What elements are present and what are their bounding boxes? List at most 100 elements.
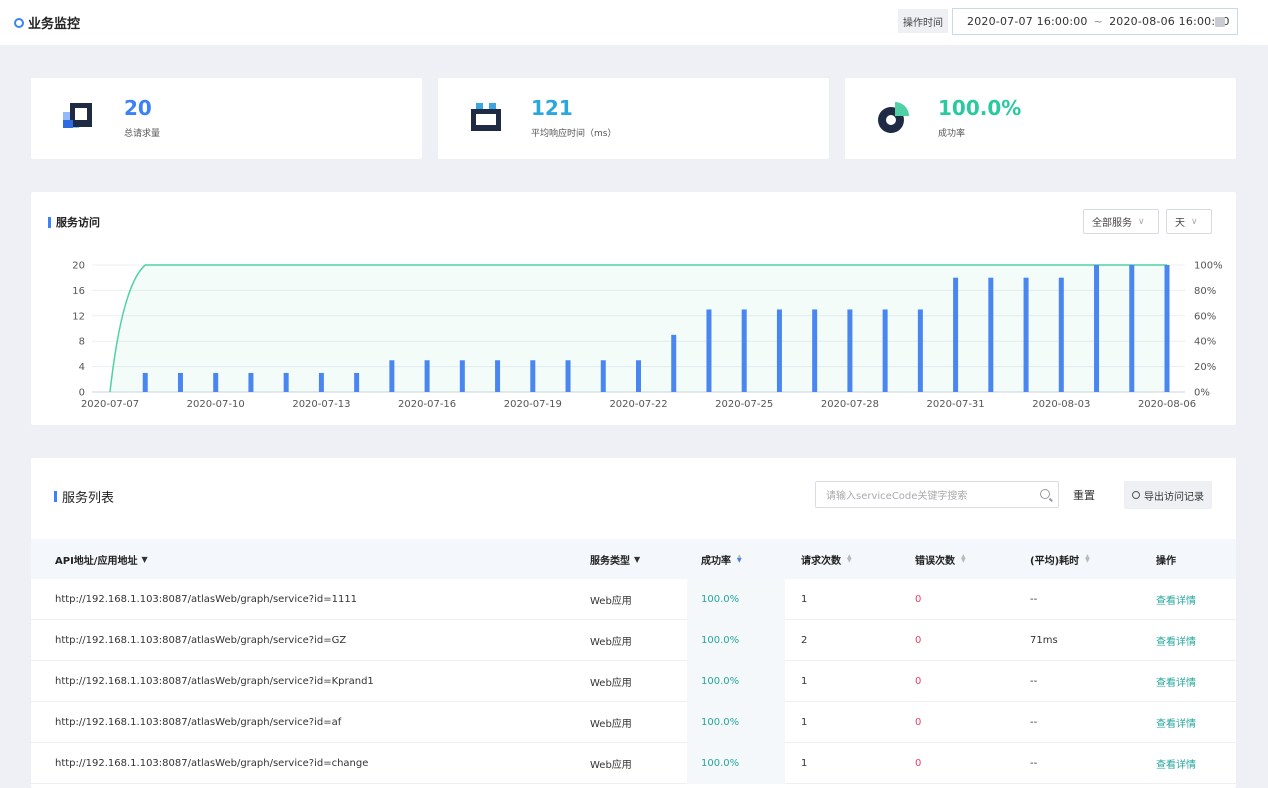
view-details-link[interactable]: 查看详情 — [1156, 637, 1196, 648]
cell-url: http://192.168.1.103:8087/atlasWeb/graph… — [55, 635, 347, 646]
chevron-down-icon: ∨ — [1138, 216, 1145, 227]
cell-url: http://192.168.1.103:8087/atlasWeb/graph… — [55, 758, 369, 769]
sort-icon: ▲ ▼ — [847, 553, 852, 564]
view-details-link[interactable]: 查看详情 — [1156, 596, 1196, 607]
service-access-panel: 服务访问 全部服务 ∨ 天 ∨ — [31, 192, 1236, 425]
caret-down-icon: ▼ — [634, 554, 641, 564]
date-range-start: 2020-07-07 16:00:00 — [967, 15, 1088, 28]
cell-latency: -- — [1030, 594, 1038, 605]
column-header-type[interactable]: 服务类型 ▼ — [590, 539, 640, 579]
cell-rate: 100.0% — [701, 676, 740, 687]
cell-rate: 100.0% — [701, 758, 740, 769]
table-header: API地址/应用地址 ▼ 服务类型 ▼ 成功率 ▲ ▼ 请求次数 ▲ ▼ 错误次数 … — [31, 539, 1236, 579]
rate-column-bg — [687, 579, 785, 620]
cell-errors: 0 — [915, 758, 922, 769]
stat-card-avg-response: 121 平均响应时间（ms） — [438, 78, 829, 159]
success-rate-pie-icon — [878, 102, 909, 133]
circle-icon — [14, 17, 24, 28]
cell-rate: 100.0% — [701, 594, 740, 605]
cell-errors: 0 — [915, 676, 922, 687]
rate-column-bg — [687, 620, 785, 661]
table-row: http://192.168.1.103:8087/atlasWeb/graph… — [31, 743, 1236, 784]
stat-label: 平均响应时间（ms） — [531, 129, 617, 139]
cell-type: Web应用 — [590, 719, 632, 730]
cell-requests: 1 — [801, 717, 808, 728]
table-row: http://192.168.1.103:8087/atlasWeb/graph… — [31, 620, 1236, 661]
cell-rate: 100.0% — [701, 717, 740, 728]
cell-rate: 100.0% — [701, 635, 740, 646]
cell-requests: 1 — [801, 676, 808, 687]
caret-down-icon: ▼ — [141, 554, 148, 564]
stat-label: 成功率 — [938, 129, 966, 139]
page-title: 业务监控 — [14, 13, 80, 32]
title-accent-bar — [48, 216, 51, 228]
reset-button[interactable]: 重置 — [1064, 481, 1104, 508]
panel-title: 服务列表 — [54, 487, 114, 506]
export-label: 导出访问记录 — [1144, 491, 1204, 503]
cell-type: Web应用 — [590, 760, 632, 771]
date-range-separator: ~ — [1093, 15, 1104, 28]
column-header-label: 成功率 — [701, 555, 731, 567]
cell-url: http://192.168.1.103:8087/atlasWeb/graph… — [55, 717, 342, 728]
column-header-label: (平均)耗时 — [1030, 555, 1080, 567]
column-header-errors[interactable]: 错误次数 ▲ ▼ — [915, 539, 966, 579]
view-details-link[interactable]: 查看详情 — [1156, 760, 1196, 771]
chevron-down-icon: ∨ — [1191, 216, 1198, 227]
cell-type: Web应用 — [590, 678, 632, 689]
table-row: http://192.168.1.103:8087/atlasWeb/graph… — [31, 579, 1236, 620]
table-row: http://192.168.1.103:8087/atlasWeb/graph… — [31, 702, 1236, 743]
column-header-label: API地址/应用地址 — [55, 555, 138, 567]
column-header-url[interactable]: API地址/应用地址 ▼ — [55, 539, 148, 579]
cell-requests: 2 — [801, 635, 808, 646]
cell-latency: -- — [1030, 758, 1038, 769]
table-row: http://192.168.1.103:8087/atlasWeb/graph… — [31, 661, 1236, 702]
stat-label: 总请求量 — [124, 129, 161, 139]
rate-column-bg — [687, 743, 785, 784]
top-bar: 业务监控 操作时间 2020-07-07 16:00:00 ~ 2020-08-… — [0, 0, 1268, 45]
column-header-label: 错误次数 — [915, 555, 955, 567]
info-icon — [1132, 491, 1140, 499]
cell-latency: -- — [1030, 717, 1038, 728]
rate-column-bg — [687, 661, 785, 702]
cell-errors: 0 — [915, 594, 922, 605]
search-input[interactable]: 请输入serviceCode关键字搜索 — [815, 481, 1059, 508]
cell-type: Web应用 — [590, 637, 632, 648]
sort-icon: ▲ ▼ — [737, 553, 742, 564]
calendar-icon — [1215, 17, 1225, 27]
search-icon — [1040, 489, 1050, 499]
cell-url: http://192.168.1.103:8087/atlasWeb/graph… — [55, 676, 374, 687]
response-time-icon — [471, 103, 501, 131]
service-filter-value: 全部服务 — [1092, 218, 1132, 229]
view-details-link[interactable]: 查看详情 — [1156, 678, 1196, 689]
cell-requests: 1 — [801, 758, 808, 769]
title-accent-bar — [54, 491, 57, 502]
view-details-link[interactable]: 查看详情 — [1156, 719, 1196, 730]
panel-title-text: 服务访问 — [56, 216, 100, 229]
stat-value: 100.0% — [938, 96, 1022, 120]
column-header-latency[interactable]: (平均)耗时 ▲ ▼ — [1030, 539, 1090, 579]
stat-card-total-requests: 20 总请求量 — [31, 78, 422, 159]
cell-type: Web应用 — [590, 596, 632, 607]
cell-errors: 0 — [915, 635, 922, 646]
date-range-picker[interactable]: 2020-07-07 16:00:00 ~ 2020-08-06 16:00:0… — [952, 8, 1238, 35]
page-title-text: 业务监控 — [28, 17, 81, 32]
granularity-value: 天 — [1175, 218, 1185, 229]
panel-title-text: 服务列表 — [62, 491, 115, 506]
column-header-action: 操作 — [1156, 555, 1176, 567]
stat-value: 20 — [124, 96, 152, 120]
cell-latency: 71ms — [1030, 635, 1058, 646]
request-count-icon — [63, 103, 92, 128]
export-records-button[interactable]: 导出访问记录 — [1124, 481, 1212, 509]
cell-url: http://192.168.1.103:8087/atlasWeb/graph… — [55, 594, 358, 605]
service-filter-select[interactable]: 全部服务 ∨ — [1083, 209, 1159, 234]
search-placeholder: 请输入serviceCode关键字搜索 — [826, 491, 968, 502]
granularity-select[interactable]: 天 ∨ — [1166, 209, 1212, 234]
column-header-requests[interactable]: 请求次数 ▲ ▼ — [801, 539, 852, 579]
sort-icon: ▲ ▼ — [1085, 553, 1090, 564]
cell-requests: 1 — [801, 594, 808, 605]
time-label: 操作时间 — [898, 9, 948, 33]
stat-value: 121 — [531, 96, 573, 120]
cell-latency: -- — [1030, 676, 1038, 687]
column-header-rate[interactable]: 成功率 ▲ ▼ — [701, 539, 742, 579]
sort-icon: ▲ ▼ — [961, 553, 966, 564]
